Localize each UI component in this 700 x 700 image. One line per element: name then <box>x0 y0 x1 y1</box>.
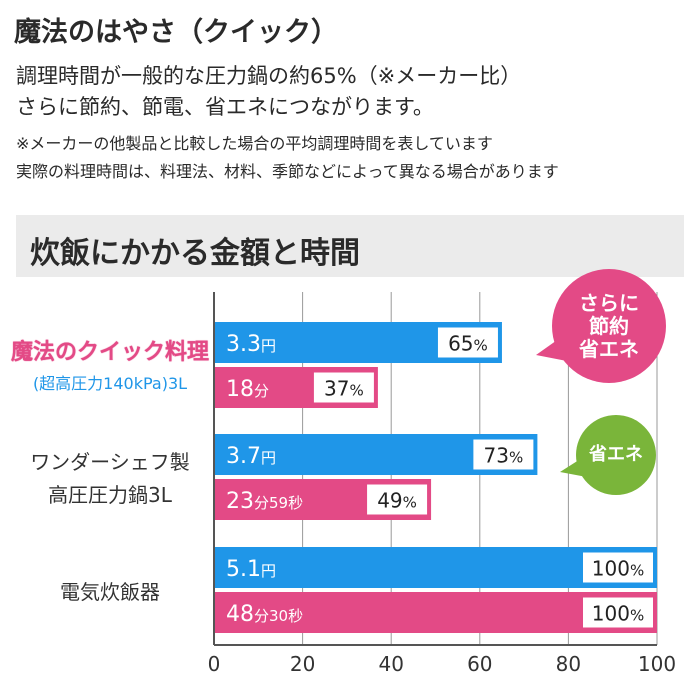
percent-box <box>313 372 374 403</box>
section-header-bar <box>16 215 684 277</box>
bar-value-label: 48分30秒 <box>226 602 303 627</box>
percent-box <box>583 597 653 628</box>
note-line-2: 実際の料理時間は、料理法、材料、季節などによって異なる場合があります <box>16 162 559 181</box>
category-subname: (超高圧力140kPa)3L <box>32 374 188 393</box>
description-line-2: さらに節約、節電、省エネにつながります。 <box>16 95 434 119</box>
category-name: 電気炊飯器 <box>60 580 160 604</box>
x-tick-label: 100 <box>638 652 676 676</box>
percent-label: 100% <box>592 557 644 581</box>
bar-value-label: 18分 <box>226 377 269 402</box>
bar-value-label: 3.3円 <box>226 332 276 357</box>
note-line-1: ※メーカーの他製品と比較した場合の平均調理時間を表しています <box>16 134 493 153</box>
bar-value-label: 3.7円 <box>226 444 276 469</box>
percent-box <box>437 327 498 358</box>
bar-value-label: 23分59秒 <box>226 489 303 514</box>
category-label: 電気炊飯器 <box>10 576 210 605</box>
x-tick-label: 0 <box>208 652 221 676</box>
percent-label: 73% <box>484 444 524 468</box>
percent-box <box>473 439 534 470</box>
page-title: 魔法のはやさ（クイック） <box>14 17 338 48</box>
percent-label: 37% <box>324 377 364 401</box>
category-name: ワンダーシェフ製 <box>30 450 190 474</box>
bubble-text-line: 省エネ <box>589 444 643 465</box>
percent-box <box>367 484 428 515</box>
description-line-1: 調理時間が一般的な圧力鍋の約65%（※メーカー比） <box>16 64 522 88</box>
percent-label: 100% <box>592 602 644 626</box>
x-tick-label: 20 <box>290 652 315 676</box>
x-tick-label: 60 <box>467 652 492 676</box>
bubble-text: 省エネ <box>576 445 656 465</box>
percent-box <box>583 552 653 583</box>
bubble-text-line: 節約 <box>589 313 629 338</box>
x-tick-label: 40 <box>378 652 403 676</box>
category-name: 魔法のクイック料理 <box>10 340 209 365</box>
bar-value-label: 5.1円 <box>226 557 276 582</box>
category-subname: 高圧圧力鍋3L <box>48 483 172 507</box>
section-title: 炊飯にかかる金額と時間 <box>30 236 360 271</box>
bubble-text: さらに 節約 省エネ <box>552 290 666 361</box>
percent-label: 49% <box>377 489 417 513</box>
category-label: ワンダーシェフ製 高圧圧力鍋3L <box>10 446 210 508</box>
annotation-bubble <box>552 269 666 383</box>
percent-label: 65% <box>448 332 488 356</box>
annotation-bubble <box>576 415 656 495</box>
bubble-text-line: 省エネ <box>579 336 639 361</box>
x-tick-label: 80 <box>556 652 581 676</box>
category-label: 魔法のクイック料理 (超高圧力140kPa)3L <box>10 334 210 394</box>
bubble-text-line: さらに <box>579 290 639 315</box>
